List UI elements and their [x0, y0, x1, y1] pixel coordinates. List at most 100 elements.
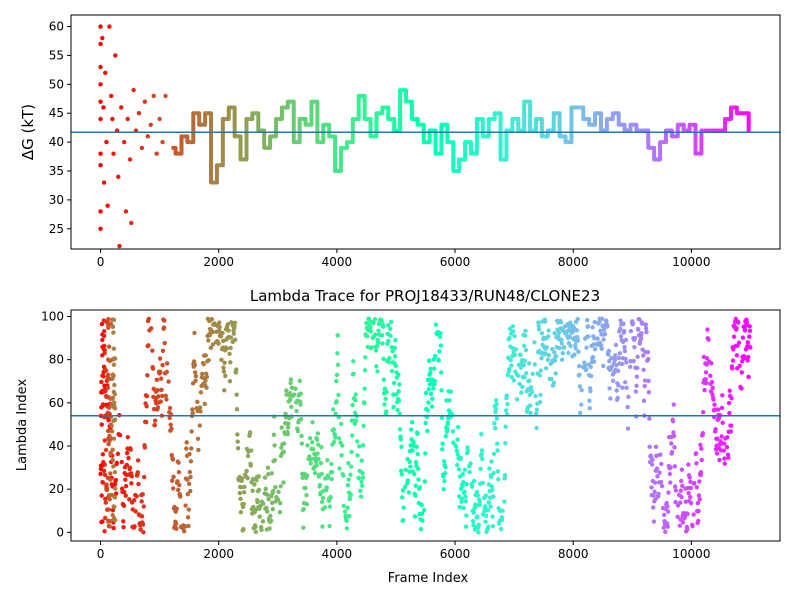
- lambda-point: [726, 455, 731, 460]
- lambda-chart-title: Lambda Trace for PROJ18433/RUN48/CLONE23: [250, 287, 600, 305]
- lambda-point: [103, 496, 108, 502]
- lambda-point: [111, 362, 117, 367]
- lambda-point: [141, 474, 147, 480]
- lambda-point: [479, 452, 484, 457]
- lambda-point: [132, 524, 137, 529]
- lambda-point: [379, 333, 385, 338]
- lambda-point: [183, 503, 188, 508]
- lambda-point: [210, 342, 216, 347]
- lambda-point: [250, 488, 255, 493]
- lambda-point: [413, 483, 418, 488]
- dg-point: [163, 93, 168, 99]
- dg-trace-segment: [466, 140, 473, 156]
- lambda-point: [135, 458, 141, 463]
- lambda-point: [270, 488, 276, 494]
- lambda-point: [665, 509, 671, 514]
- lambda-point: [327, 504, 333, 509]
- lambda-point: [242, 484, 247, 490]
- lambda-point: [353, 418, 359, 424]
- dg-trace-segment: [183, 134, 190, 145]
- lambda-point: [672, 445, 677, 450]
- lambda-point: [339, 421, 344, 427]
- lambda-point: [587, 398, 592, 404]
- lambda-point: [518, 352, 523, 358]
- lambda-point: [270, 506, 276, 512]
- lambda-point: [542, 319, 548, 324]
- lambda-point: [308, 457, 313, 462]
- lambda-point: [402, 484, 408, 490]
- lambda-point: [745, 340, 751, 345]
- dg-trace-segment: [354, 93, 361, 121]
- dg-trace-segment: [502, 128, 509, 162]
- dg-trace-segment: [496, 111, 503, 162]
- dg-trace-segment: [189, 111, 196, 145]
- lambda-point: [344, 518, 349, 524]
- lambda-point: [579, 402, 584, 407]
- lambda-point: [538, 368, 544, 373]
- lambda-point: [177, 482, 182, 488]
- lambda-point: [414, 444, 419, 450]
- lambda-point: [474, 489, 480, 495]
- lambda-point: [710, 385, 715, 391]
- lambda-point: [536, 327, 542, 332]
- lambda-point: [441, 474, 446, 479]
- lambda-point: [102, 438, 108, 443]
- lambda-point: [509, 374, 514, 380]
- lambda-point: [728, 423, 734, 428]
- lambda-point: [419, 511, 425, 516]
- dg-trace-segment: [195, 111, 202, 127]
- dg-point: [104, 139, 109, 145]
- lambda-point: [358, 488, 363, 494]
- lambda-point: [503, 424, 508, 429]
- lambda-point: [725, 435, 730, 440]
- lambda-point: [371, 320, 376, 326]
- lambda-point: [257, 514, 262, 519]
- lambda-point: [559, 341, 564, 346]
- lambda-point: [618, 334, 624, 339]
- lambda-point: [608, 396, 613, 401]
- lambda-point: [438, 343, 444, 348]
- lambda-point: [409, 420, 415, 425]
- lambda-point: [99, 379, 104, 385]
- dg-trace-segment: [555, 111, 562, 139]
- lambda-point: [588, 373, 594, 379]
- lambda-point: [624, 360, 629, 365]
- lambda-point: [342, 509, 348, 514]
- lambda-point: [160, 362, 165, 368]
- lambda-point: [465, 448, 471, 454]
- lambda-point: [524, 371, 529, 376]
- lambda-point: [437, 349, 442, 354]
- lambda-point: [310, 420, 315, 425]
- lambda-point: [440, 447, 445, 452]
- lambda-point: [110, 372, 115, 377]
- lambda-point: [745, 358, 750, 363]
- lambda-point: [388, 333, 393, 339]
- lambda-point: [228, 360, 233, 365]
- lambda-point: [105, 475, 111, 481]
- lambda-point: [275, 497, 281, 502]
- lambda-point: [393, 392, 399, 397]
- lambda-point: [697, 479, 702, 484]
- lambda-point: [654, 466, 660, 471]
- lambda-point: [455, 452, 461, 457]
- lambda-point: [546, 353, 552, 358]
- lambda-y-tick-label: 40: [49, 439, 64, 453]
- lambda-point: [368, 324, 373, 330]
- lambda-point: [291, 392, 297, 397]
- lambda-point: [126, 455, 131, 461]
- lambda-point: [184, 446, 189, 451]
- lambda-point: [272, 443, 277, 448]
- lambda-point: [625, 426, 631, 431]
- dg-point: [160, 139, 165, 145]
- lambda-point: [579, 387, 584, 393]
- lambda-point: [505, 372, 511, 378]
- lambda-point: [679, 478, 684, 484]
- lambda-point: [278, 484, 283, 489]
- lambda-point: [158, 399, 164, 404]
- lambda-point: [623, 380, 628, 385]
- lambda-panel: Lambda Trace for PROJ18433/RUN48/CLONE23…: [15, 287, 781, 586]
- lambda-point: [364, 333, 370, 339]
- dg-trace-segment: [366, 117, 373, 139]
- lambda-point: [333, 435, 338, 440]
- lambda-point: [396, 372, 401, 378]
